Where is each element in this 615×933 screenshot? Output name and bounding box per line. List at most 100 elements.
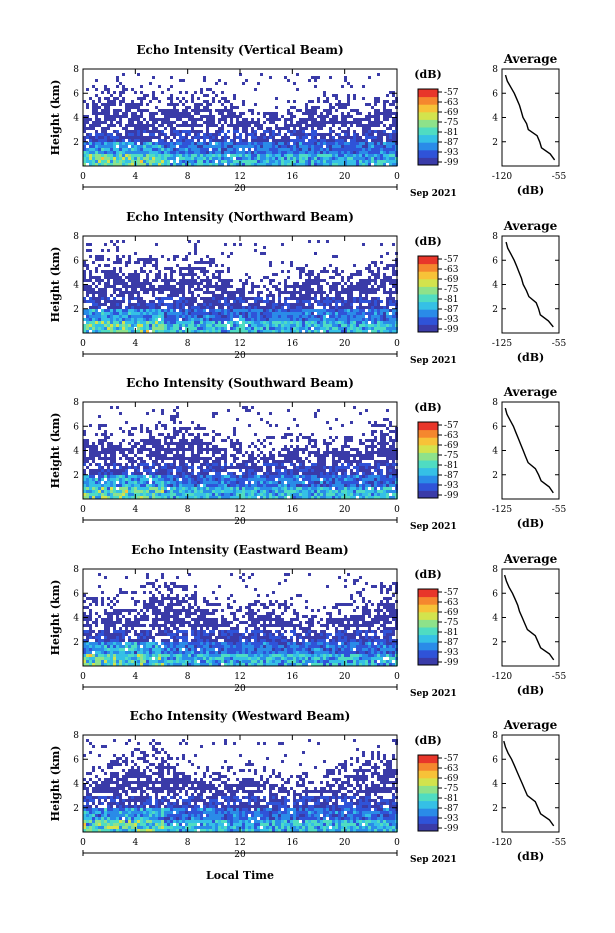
heatmap-cell <box>335 255 338 258</box>
heatmap-cell <box>386 490 389 493</box>
heatmap-cell <box>245 327 248 330</box>
heatmap-cell <box>371 300 374 303</box>
heatmap-cell <box>197 109 200 112</box>
heatmap-cell <box>224 82 227 85</box>
heatmap-cell <box>221 112 224 115</box>
heatmap-cell <box>182 121 185 124</box>
heatmap-cell <box>212 276 215 279</box>
heatmap-cell <box>152 112 155 115</box>
heatmap-cell <box>200 282 203 285</box>
heatmap-cell <box>197 97 200 100</box>
heatmap-cell <box>317 157 320 160</box>
heatmap-cell <box>308 145 311 148</box>
heatmap-cell <box>215 487 218 490</box>
heatmap-cell <box>119 82 122 85</box>
heatmap-cell <box>146 324 149 327</box>
heatmap-cell <box>302 324 305 327</box>
heatmap-cell <box>335 472 338 475</box>
heatmap-cell <box>362 124 365 127</box>
heatmap-cell <box>290 318 293 321</box>
heatmap-cell <box>167 121 170 124</box>
heatmap-cell <box>101 255 104 258</box>
heatmap-cell <box>296 73 299 76</box>
heatmap-cell <box>152 315 155 318</box>
heatmap-cell <box>338 484 341 487</box>
heatmap-cell <box>188 291 191 294</box>
heatmap-cell <box>266 315 269 318</box>
heatmap-cell <box>356 312 359 315</box>
heatmap-cell <box>122 240 125 243</box>
heatmap-cell <box>314 472 317 475</box>
heatmap-cell <box>146 151 149 154</box>
heatmap-cell <box>317 148 320 151</box>
heatmap-cell <box>92 157 95 160</box>
heatmap-cell <box>212 139 215 142</box>
heatmap-cell <box>347 142 350 145</box>
heatmap-cell <box>176 475 179 478</box>
heatmap-cell <box>269 264 272 267</box>
heatmap-cell <box>275 493 278 496</box>
heatmap-cell <box>107 324 110 327</box>
heatmap-cell <box>356 282 359 285</box>
heatmap-cell <box>290 303 293 306</box>
heatmap-cell <box>272 318 275 321</box>
heatmap-cell <box>278 327 281 330</box>
heatmap-cell <box>317 487 320 490</box>
heatmap-cell <box>101 157 104 160</box>
heatmap-cell <box>392 270 395 273</box>
heatmap-cell <box>368 484 371 487</box>
heatmap-cell <box>155 276 158 279</box>
heatmap-cell <box>206 106 209 109</box>
heatmap-cell <box>182 288 185 291</box>
heatmap-cell <box>113 312 116 315</box>
heatmap-cell <box>152 481 155 484</box>
heatmap-cell <box>326 490 329 493</box>
heatmap-cell <box>179 466 182 469</box>
heatmap-cell <box>152 309 155 312</box>
heatmap-cell <box>317 133 320 136</box>
heatmap-cell <box>98 157 101 160</box>
heatmap-cell <box>368 267 371 270</box>
heatmap-cell <box>281 487 284 490</box>
heatmap-cell <box>305 124 308 127</box>
heatmap-cell <box>128 291 131 294</box>
heatmap-cell <box>104 318 107 321</box>
heatmap-cell <box>377 270 380 273</box>
heatmap-cell <box>311 112 314 115</box>
heatmap-cell <box>371 106 374 109</box>
heatmap-cell <box>317 106 320 109</box>
heatmap-cell <box>317 324 320 327</box>
heatmap-cell <box>233 312 236 315</box>
heatmap-cell <box>239 151 242 154</box>
heatmap-cell <box>161 300 164 303</box>
heatmap-cell <box>332 148 335 151</box>
heatmap-cell <box>383 133 386 136</box>
heatmap-cell <box>329 130 332 133</box>
heatmap-cell <box>236 127 239 130</box>
heatmap-cell <box>188 157 191 160</box>
x-tick-label: 20 <box>339 339 351 349</box>
heatmap-cell <box>167 145 170 148</box>
heatmap-cell <box>311 321 314 324</box>
heatmap-cell <box>209 154 212 157</box>
heatmap-cell <box>230 318 233 321</box>
heatmap-cell <box>101 91 104 94</box>
heatmap-cell <box>335 306 338 309</box>
heatmap-cell <box>323 121 326 124</box>
heatmap-cell <box>353 130 356 133</box>
heatmap-cell <box>236 106 239 109</box>
heatmap-cell <box>122 100 125 103</box>
heatmap-cell <box>320 321 323 324</box>
heatmap-cell <box>107 327 110 330</box>
heatmap-cell <box>332 327 335 330</box>
heatmap-cell <box>374 100 377 103</box>
heatmap-cell <box>269 151 272 154</box>
heatmap-cell <box>335 267 338 270</box>
heatmap-cell <box>242 154 245 157</box>
heatmap-cell <box>125 154 128 157</box>
heatmap-cell <box>140 157 143 160</box>
heatmap-cell <box>389 466 392 469</box>
heatmap-cell <box>335 273 338 276</box>
heatmap-cell <box>308 276 311 279</box>
heatmap-cell <box>116 157 119 160</box>
